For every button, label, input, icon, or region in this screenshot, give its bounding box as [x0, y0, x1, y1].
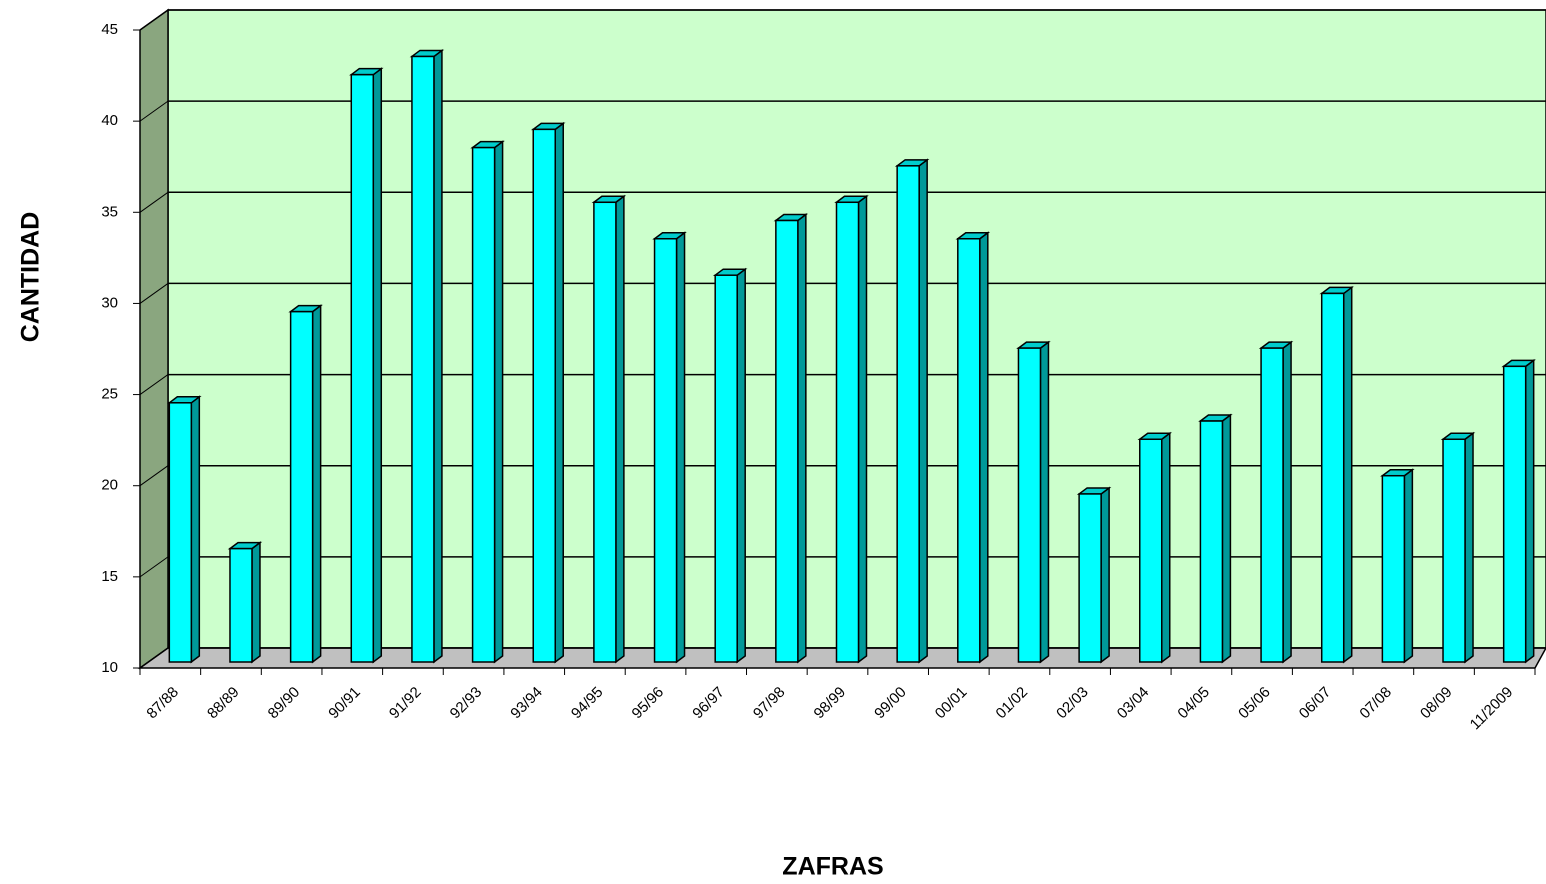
bar-side [311, 304, 322, 664]
y-tick-label: 25 [101, 386, 118, 403]
bar-side [554, 121, 564, 664]
bar-side [857, 194, 868, 664]
bar-side [1100, 486, 1110, 664]
bar-side [1221, 413, 1232, 664]
x-tick-label: 01/02 [993, 684, 1032, 723]
x-tick-label: 88/89 [204, 684, 243, 723]
x-tick-label: 00/01 [932, 684, 971, 723]
bar-side [433, 48, 443, 664]
x-tick-label: 96/97 [689, 684, 728, 723]
x-tick-label: 03/04 [1114, 684, 1153, 723]
grid-line [139, 100, 169, 122]
bar-side [372, 67, 383, 664]
bar [1320, 292, 1345, 663]
bar-side [1039, 340, 1050, 664]
bar-side [615, 194, 625, 664]
x-tick-label: 07/08 [1356, 684, 1395, 723]
grid-line [139, 9, 169, 31]
bar-side [251, 541, 261, 664]
bar [411, 55, 435, 663]
y-tick-label: 20 [101, 477, 118, 494]
y-tick-label: 15 [101, 568, 118, 585]
y-tick-label: 30 [101, 294, 118, 311]
y-tick-label: 40 [101, 112, 118, 129]
x-tick-label: 91/92 [386, 684, 425, 723]
bar-side [1282, 340, 1292, 664]
bar-side [979, 231, 989, 664]
y-tick-label: 10 [101, 659, 118, 676]
bar-side [736, 267, 746, 664]
x-axis-title: ZAFRAS [782, 853, 883, 881]
grid-line [139, 465, 169, 487]
x-tick-label: 11/2009 [1467, 684, 1517, 734]
x-tick-label: 90/91 [325, 684, 364, 723]
grid-line [139, 647, 169, 669]
bar [593, 201, 617, 663]
bar [1442, 438, 1466, 663]
bar [471, 146, 496, 663]
bar [835, 201, 860, 663]
grid-line [139, 191, 169, 213]
bar [350, 73, 375, 663]
bar [1381, 474, 1406, 663]
bar-side [675, 231, 686, 664]
bar [1078, 493, 1102, 663]
x-tick-label: 04/05 [1174, 684, 1213, 723]
bar-side [918, 158, 928, 664]
bar-side [1342, 285, 1353, 664]
bar [653, 237, 678, 663]
bar-side [493, 140, 504, 664]
bar [896, 165, 920, 663]
y-tick-label: 45 [101, 21, 118, 38]
grid-line [139, 556, 169, 578]
bar-side [1403, 468, 1414, 664]
x-tick-label: 89/90 [265, 684, 304, 723]
x-tick-label: 99/00 [871, 684, 910, 723]
bar [289, 310, 314, 663]
x-tick-label: 94/95 [568, 684, 607, 723]
bar [1260, 347, 1284, 663]
x-tick-label: 08/09 [1417, 684, 1456, 723]
x-tick-label: 87/88 [143, 684, 182, 723]
x-tick-label: 92/93 [447, 684, 486, 723]
bar-side [190, 395, 201, 664]
side-wall [139, 8, 169, 670]
grid-line [139, 374, 169, 395]
x-tick-label: 93/94 [507, 684, 546, 723]
bar [229, 547, 253, 663]
bar [1502, 365, 1527, 663]
bar [714, 274, 738, 663]
bar [168, 402, 193, 663]
bar-side [1524, 358, 1535, 664]
bar-side [1464, 431, 1474, 664]
x-tick-label: 95/96 [629, 684, 668, 723]
x-tick-label: 98/99 [811, 684, 850, 723]
bar-side [797, 213, 807, 664]
bar-side [1161, 431, 1171, 664]
x-tick-label: 97/98 [750, 684, 789, 723]
bar [957, 237, 981, 663]
bar [532, 128, 556, 663]
y-tick-label: 35 [101, 203, 118, 220]
x-tick-label: 02/03 [1053, 684, 1092, 723]
y-axis-title: CANTIDAD [17, 212, 45, 343]
bar [1017, 347, 1042, 663]
x-tick-label: 05/06 [1235, 684, 1274, 723]
bar [775, 219, 799, 663]
bar [1199, 420, 1224, 663]
grid-line [139, 283, 169, 304]
x-tick-label: 06/07 [1296, 684, 1335, 723]
bar [1139, 438, 1163, 663]
